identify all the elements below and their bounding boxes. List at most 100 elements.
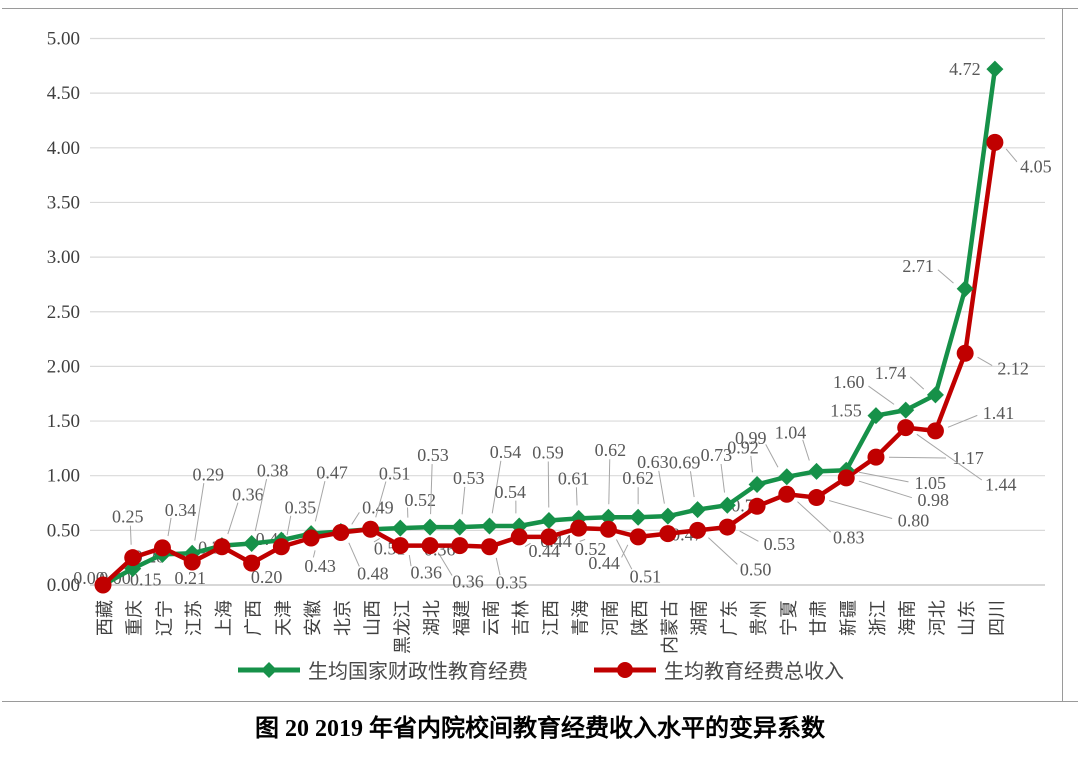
data-label-leader-line <box>888 456 946 459</box>
legend-label-total-income: 生均教育经费总收入 <box>664 661 844 683</box>
bottom-border <box>2 701 1078 702</box>
circle-marker <box>272 538 290 556</box>
circle-marker <box>421 537 439 555</box>
data-label: 0.54 <box>490 442 522 462</box>
data-label: 0.63 <box>637 452 669 472</box>
data-label: 1.41 <box>983 403 1015 423</box>
x-axis-category-label: 辽宁 <box>154 600 174 636</box>
data-label: 0.80 <box>898 511 930 531</box>
x-axis-category-label: 黑龙江 <box>392 600 412 654</box>
y-axis-tick-label: 1.00 <box>47 466 80 487</box>
circle-marker <box>926 422 944 440</box>
data-label-leader-line <box>720 463 726 493</box>
circle-marker <box>183 553 201 571</box>
x-axis-category-label: 安徽 <box>303 600 323 636</box>
data-label: 0.36 <box>232 485 264 505</box>
y-axis-tick-label: 2.00 <box>47 356 80 377</box>
data-label-leader-line <box>439 554 453 576</box>
diamond-marker <box>629 508 647 526</box>
x-axis-category-label: 江苏 <box>184 600 204 636</box>
y-axis-tick-label: 4.50 <box>47 83 80 104</box>
data-label-leader-line <box>430 464 433 515</box>
data-label: 1.55 <box>830 401 862 421</box>
data-label: 0.99 <box>735 428 767 448</box>
diamond-marker <box>778 468 796 486</box>
x-axis-category-label: 河北 <box>927 600 947 636</box>
data-label: 4.72 <box>949 59 981 79</box>
data-label: 0.35 <box>496 573 528 593</box>
x-axis-category-label: 河南 <box>600 600 620 636</box>
data-label-leader-line <box>909 376 925 390</box>
circle-marker <box>153 539 171 557</box>
circle-marker <box>778 485 796 503</box>
data-label: 4.05 <box>1020 156 1052 176</box>
data-label-leader-line <box>254 479 268 532</box>
x-axis-category-label: 吉林 <box>511 600 531 636</box>
y-axis-tick-label: 3.00 <box>47 247 80 268</box>
x-axis-category-label: 北京 <box>333 600 353 636</box>
data-label: 0.44 <box>588 553 620 573</box>
data-label-leader-line <box>373 538 381 543</box>
data-label: 0.51 <box>630 566 662 586</box>
data-label: 0.52 <box>405 490 437 510</box>
data-label: 0.53 <box>453 468 485 488</box>
circle-marker <box>629 528 647 546</box>
x-axis-category-label: 湖南 <box>690 600 710 636</box>
circle-marker <box>510 528 528 546</box>
data-label: 2.71 <box>902 256 934 276</box>
data-label-leader-line <box>375 481 387 518</box>
data-label: 0.52 <box>575 539 607 559</box>
data-label-leader-line <box>1005 148 1018 163</box>
diamond-marker <box>986 60 1004 78</box>
x-axis-category-label: 西藏 <box>95 600 115 636</box>
data-label: 0.49 <box>362 497 394 517</box>
data-label-leader-line <box>829 500 893 519</box>
data-label: 0.50 <box>740 559 772 579</box>
data-label-leader-line <box>194 483 205 541</box>
data-label-leader-line <box>461 486 466 515</box>
x-axis-category-label: 四川 <box>987 600 1007 636</box>
data-label: 0.36 <box>452 572 484 592</box>
x-axis-category-label: 云南 <box>481 600 501 636</box>
circle-marker <box>302 529 320 547</box>
x-axis-category-label: 内蒙古 <box>660 600 680 654</box>
data-label: 0.73 <box>701 445 733 465</box>
y-axis-tick-label: 2.50 <box>47 302 80 323</box>
x-axis-category-label: 海南 <box>898 600 918 636</box>
circle-marker <box>808 489 826 507</box>
circle-marker <box>659 525 677 543</box>
y-axis-tick-label: 5.00 <box>47 29 80 50</box>
data-label: 0.47 <box>316 463 348 483</box>
data-label: 0.59 <box>532 443 564 463</box>
x-axis-category-label: 浙江 <box>868 600 888 636</box>
red-circle-line-icon <box>594 661 656 678</box>
data-label: 1.17 <box>952 448 984 468</box>
data-label-leader-line <box>167 517 172 537</box>
circle-marker <box>570 519 588 537</box>
circle-marker <box>689 521 707 539</box>
circle-marker <box>986 133 1004 151</box>
data-label-leader-line <box>286 515 292 536</box>
y-axis-tick-label: 0.00 <box>47 575 80 596</box>
data-label: 1.44 <box>985 475 1017 495</box>
circle-marker <box>124 549 142 567</box>
y-axis-tick-label: 1.50 <box>47 411 80 432</box>
diamond-marker <box>808 462 826 480</box>
data-label-leader-line <box>616 539 633 570</box>
right-border <box>1062 8 1063 701</box>
data-label: 0.35 <box>285 498 317 518</box>
circle-marker <box>480 538 498 556</box>
x-axis-category-label: 山东 <box>957 600 977 636</box>
data-label-leader-line <box>858 480 913 499</box>
chart-legend: 生均国家财政性教育经费 生均教育经费总收入 <box>0 655 1080 684</box>
diamond-marker <box>689 501 707 519</box>
data-label: 0.53 <box>764 534 796 554</box>
data-label-leader-line <box>351 512 360 525</box>
data-label-leader-line <box>797 501 832 533</box>
data-label: 0.20 <box>251 567 283 587</box>
data-label-leader-line <box>947 414 978 428</box>
circle-marker <box>718 518 736 536</box>
data-label-leader-line <box>658 470 665 504</box>
diamond-marker <box>540 512 558 530</box>
data-label: 0.48 <box>357 564 389 584</box>
